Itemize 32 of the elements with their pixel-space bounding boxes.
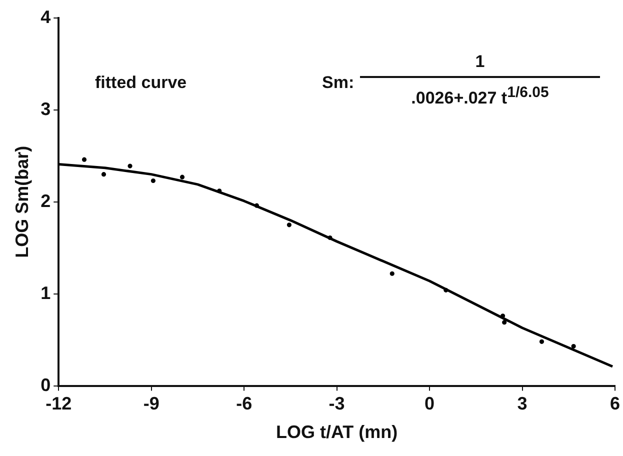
point [328,235,332,240]
annotation: 1 [474,52,486,72]
point [502,320,507,325]
point [150,178,156,184]
point [390,271,394,276]
x-tick-label: 0 [424,394,435,414]
point [539,339,544,344]
x-tick-label: 6 [610,394,620,414]
x-axis-title: LOG t/AT (mn) [276,422,398,442]
y-tick-label: 0 [40,374,51,395]
annotation: Sm: [322,73,354,93]
point [286,222,292,228]
point [180,174,185,180]
y-tick-label: 3 [40,98,51,119]
point [217,188,222,194]
point [128,164,132,168]
point [444,288,448,292]
x-tick-label: -9 [143,394,160,414]
point [82,157,87,162]
annotation: .0026+.027 t$^{1/6.05}$ [410,84,550,109]
y-axis-title: LOG Sm(bar) [12,146,32,258]
x-tick-label: -12 [46,394,72,414]
x-tick-label: -3 [328,394,345,414]
y-tick-label: 1 [40,282,51,303]
point [571,344,576,349]
x-tick-label: -6 [236,394,252,414]
annotation: fitted curve [95,73,187,93]
x-tick-label: 3 [517,394,528,414]
point [101,172,106,177]
y-tick-label: 4 [40,6,51,27]
y-tick-label: 2 [40,190,51,211]
point [254,203,260,208]
